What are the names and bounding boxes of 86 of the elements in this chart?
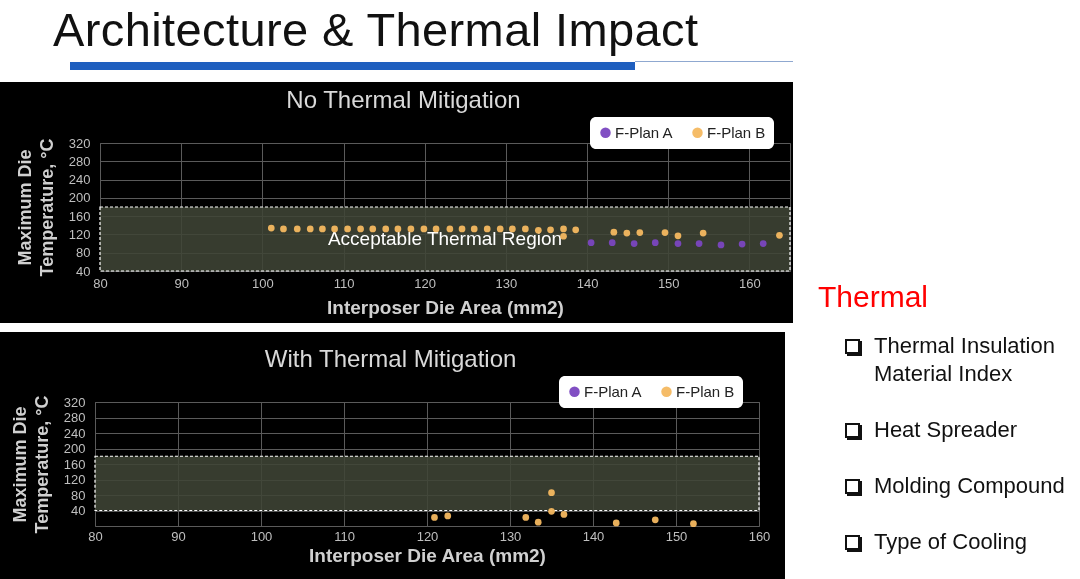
point [630, 240, 638, 247]
y-tick-label: 160 [68, 208, 91, 224]
y-tick-label: 40 [71, 503, 86, 518]
y-tick-label: 160 [63, 456, 86, 472]
point [651, 239, 659, 246]
legend-label: F-Plan B [676, 382, 735, 400]
point [267, 224, 275, 232]
point [608, 239, 616, 246]
y-tick-label: 280 [63, 410, 86, 425]
x-tick-label: 130 [495, 275, 518, 291]
x-tick-label: 110 [334, 528, 355, 544]
y-tick-label: 280 [68, 153, 91, 169]
text: Thermal Insulation Material Index [874, 332, 1056, 388]
point [444, 512, 452, 520]
point [695, 240, 703, 247]
text: Architecture & Thermal Impact [53, 2, 699, 58]
x-tick-label: 90 [171, 528, 186, 544]
x-tick-label: 120 [414, 275, 437, 291]
y-tick-label: 200 [63, 441, 86, 456]
point [572, 226, 580, 234]
point [699, 229, 707, 237]
point [738, 240, 746, 248]
point [431, 514, 438, 521]
x-tick-label: 100 [250, 528, 273, 544]
point [293, 225, 301, 233]
x-tick-label: 150 [665, 528, 688, 544]
point [674, 232, 682, 240]
legend-label: F-Plan A [584, 382, 642, 400]
point [717, 241, 725, 249]
point [548, 489, 555, 497]
point [522, 514, 530, 521]
x-tick-label: 120 [416, 528, 439, 544]
y-tick-label: 320 [63, 394, 86, 410]
x-tick-label: 130 [499, 528, 522, 544]
point [612, 519, 620, 527]
x-tick-label: 140 [576, 275, 599, 291]
y-tick-label: 80 [76, 245, 91, 261]
point [420, 225, 428, 233]
point [560, 225, 567, 233]
x-tick-label: 80 [93, 275, 108, 291]
y-tick-label: 240 [68, 172, 91, 188]
point [661, 229, 669, 236]
point [636, 229, 644, 236]
y-axis-title: Maximum Die Temperature, °C [9, 395, 52, 534]
x-tick-label: 140 [582, 528, 605, 544]
point [306, 225, 314, 233]
point [560, 511, 568, 518]
x-tick-label: 160 [739, 275, 761, 291]
y-tick-label: 120 [68, 226, 91, 242]
x-tick-label: 80 [88, 528, 103, 544]
legend-label: F-Plan B [707, 123, 766, 141]
y-tick-label: 320 [68, 135, 91, 151]
point [534, 518, 542, 526]
point [690, 520, 697, 528]
y-tick-label: 120 [63, 472, 86, 487]
point [319, 225, 326, 233]
band-label: Acceptable Thermal Region [327, 228, 563, 249]
point [776, 232, 783, 239]
y-axis-title: Maximum Die Temperature, °C [14, 138, 57, 277]
y-tick-label: 80 [71, 487, 86, 503]
chart-title: With Thermal Mitigation [264, 345, 517, 372]
x-tick-label: 100 [252, 275, 274, 291]
point [548, 507, 555, 515]
point [587, 239, 595, 246]
x-tick-label: 160 [748, 528, 771, 544]
text: Molding Compound [874, 472, 1066, 500]
x-tick-label: 90 [174, 275, 189, 291]
x-tick-label: 110 [333, 275, 355, 291]
point [280, 225, 287, 233]
legend-label: F-Plan A [615, 123, 673, 141]
x-axis-title: Interposer Die Area (mm2) [309, 544, 546, 566]
point [496, 225, 504, 233]
text: Type of Cooling [874, 528, 1028, 556]
x-axis-title: Interposer Die Area (mm2) [327, 296, 564, 318]
chart-title: No Thermal Mitigation [286, 86, 521, 113]
point [759, 240, 767, 247]
point [623, 229, 631, 237]
point [651, 516, 659, 524]
x-tick-label: 150 [657, 275, 680, 291]
y-tick-label: 240 [63, 425, 86, 441]
y-tick-label: 40 [76, 263, 91, 279]
y-tick-label: 200 [68, 190, 91, 206]
text: Heat Spreader [874, 416, 1019, 444]
point [610, 228, 618, 236]
text: Thermal [818, 279, 930, 315]
point [674, 240, 682, 247]
